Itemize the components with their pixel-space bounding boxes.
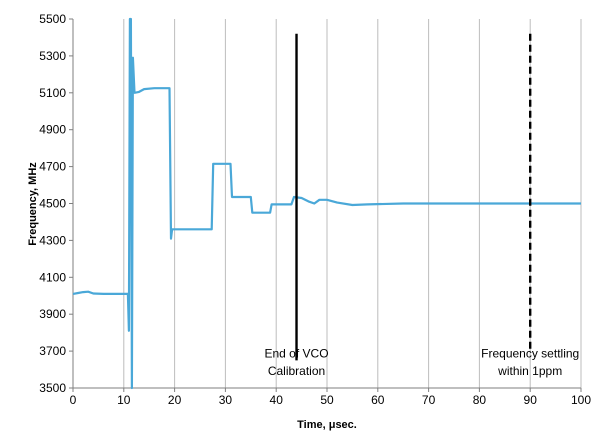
x-axis-title: Time, μsec. <box>297 419 357 431</box>
x-tick-label: 0 <box>70 393 77 407</box>
x-tick-label: 30 <box>219 393 233 407</box>
y-tick-label: 5500 <box>39 12 66 26</box>
x-tick-label: 90 <box>524 393 538 407</box>
y-tick-label: 4100 <box>39 270 66 284</box>
y-tick-label: 4700 <box>39 160 66 174</box>
y-tick-label: 4900 <box>39 123 66 137</box>
x-tick-label: 60 <box>371 393 385 407</box>
y-tick-label: 3700 <box>39 344 66 358</box>
x-tick-label: 100 <box>571 393 591 407</box>
y-tick-label: 4300 <box>39 233 66 247</box>
y-tick-label: 4500 <box>39 197 66 211</box>
y-tick-label: 3900 <box>39 307 66 321</box>
frequency-series-line <box>72 17 581 390</box>
annotation-label-0: End of VCO <box>265 347 329 361</box>
axes <box>69 18 582 392</box>
tick-labels: 0 10 20 30 40 50 60 70 80 90 100 3500 3700 3900 4100 43… <box>39 12 591 407</box>
y-tick-label: 3500 <box>39 381 66 395</box>
x-tick-label: 80 <box>473 393 487 407</box>
annotation-label-0: Calibration <box>268 364 325 378</box>
x-tick-label: 70 <box>422 393 436 407</box>
annotation-label-1: Frequency settling <box>481 347 579 361</box>
series <box>72 17 581 390</box>
annotations: End of VCO Calibration Frequency settling w… <box>265 33 579 378</box>
y-tick-label: 5300 <box>39 49 66 63</box>
x-tick-label: 40 <box>270 393 284 407</box>
x-tick-label: 20 <box>168 393 182 407</box>
y-axis-title: Frequency, MHz <box>27 162 39 246</box>
x-tick-label: 50 <box>320 393 334 407</box>
x-tick-label: 10 <box>117 393 131 407</box>
y-tick-label: 5100 <box>39 86 66 100</box>
annotation-label-1: within 1ppm <box>497 364 562 378</box>
